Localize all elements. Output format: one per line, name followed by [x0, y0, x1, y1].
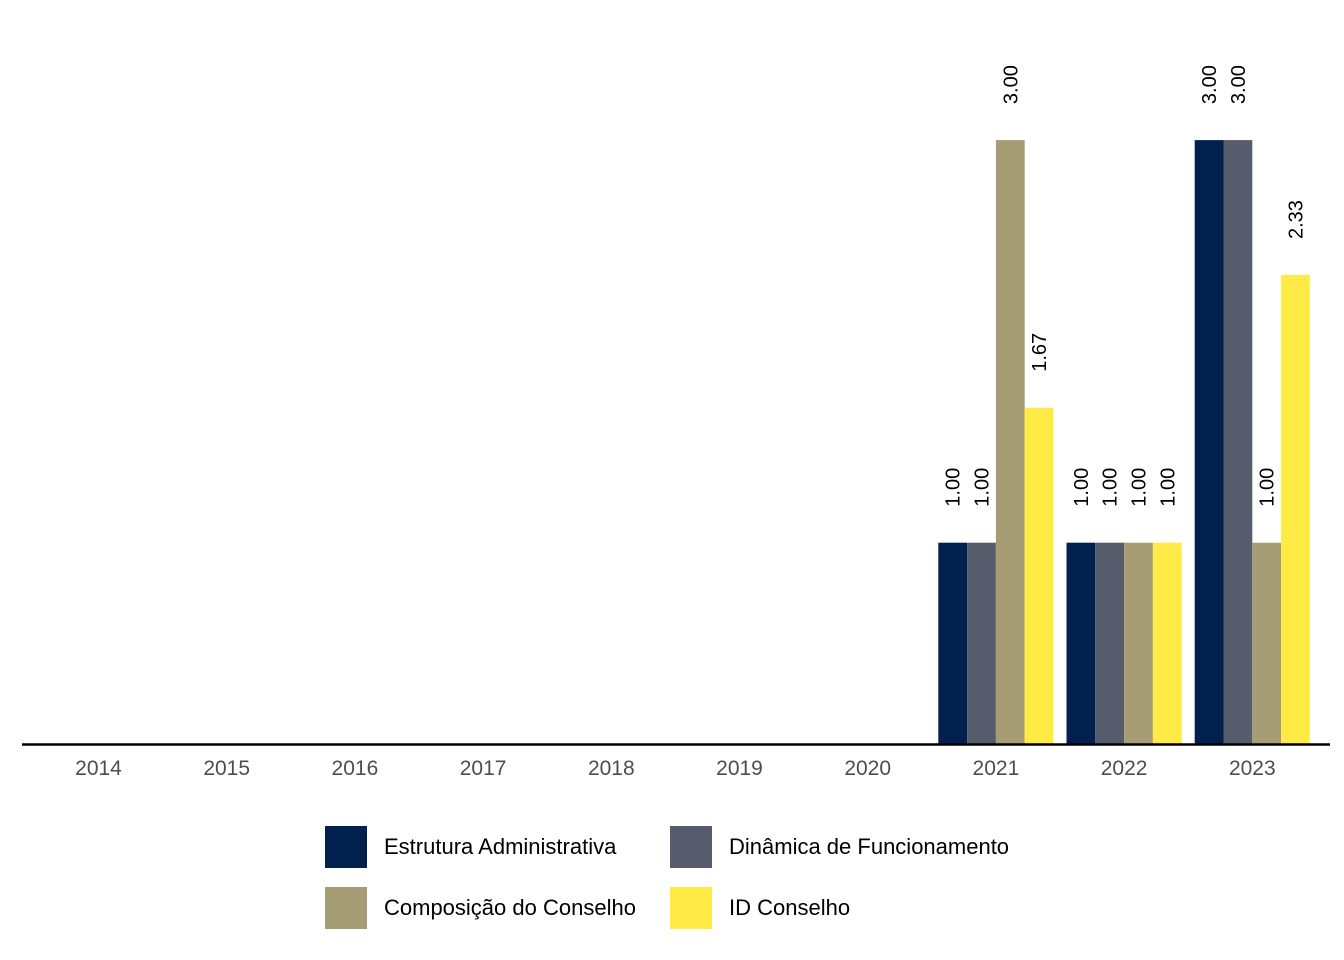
bar-2023-estrutura-administrativa: [1194, 140, 1224, 745]
x-tick-label-2022: 2022: [1101, 757, 1148, 780]
x-tick-labels: 2014 2015 2016 2017 2018 2019 2020 2021 2022 2023: [75, 757, 1276, 780]
legend-swatch-dinamica: [670, 826, 712, 868]
x-tick-label-2021: 2021: [973, 757, 1020, 780]
data-labels-group: 1.00 1.00 3.00 1.67 1.00 1.00 1.00 1.00 3.00 3.00…: [943, 65, 1308, 507]
data-label-2021-composicao-do-conselho: 3.00: [1000, 65, 1022, 104]
legend-swatch-id-conselho: [670, 887, 712, 929]
x-tick-label-2014: 2014: [75, 757, 122, 780]
data-label-2022-composicao-do-conselho: 1.00: [1129, 468, 1151, 507]
legend-label-estrutura: Estrutura Administrativa: [384, 834, 617, 859]
data-label-2023-composicao-do-conselho: 1.00: [1257, 468, 1279, 507]
legend: Estrutura Administrativa Dinâmica de Fun…: [325, 826, 1085, 936]
data-label-2021-dinamica-de-funcionamento: 1.00: [972, 468, 994, 507]
legend-item-estrutura: Estrutura Administrativa: [325, 826, 616, 868]
bar-2022-composicao-do-conselho: [1124, 542, 1153, 744]
bar-2022-estrutura-administrativa: [1066, 542, 1096, 744]
legend-label-composicao: Composição do Conselho: [384, 895, 636, 920]
x-tick-label-2023: 2023: [1229, 757, 1276, 780]
bar-2021-composicao-do-conselho: [995, 140, 1025, 745]
data-label-2023-id-conselho: 2.33: [1286, 200, 1308, 239]
legend-item-id-conselho: ID Conselho: [670, 887, 850, 929]
data-label-2022-id-conselho: 1.00: [1157, 468, 1179, 507]
bar-2021-estrutura-administrativa: [938, 542, 968, 744]
legend-label-dinamica: Dinâmica de Funcionamento: [729, 834, 1010, 859]
x-tick-label-2019: 2019: [716, 757, 763, 780]
bar-2023-dinamica-de-funcionamento: [1223, 140, 1253, 745]
x-tick-label-2015: 2015: [203, 757, 250, 780]
bars-group: [938, 140, 1310, 745]
data-label-2021-id-conselho: 1.67: [1029, 333, 1051, 372]
bar-2023-id-conselho: [1281, 275, 1310, 744]
x-tick-label-2016: 2016: [332, 757, 379, 780]
legend-item-composicao: Composição do Conselho: [325, 887, 636, 929]
x-tick-label-2020: 2020: [844, 757, 891, 780]
data-label-2022-dinamica-de-funcionamento: 1.00: [1100, 468, 1122, 507]
legend-item-dinamica: Dinâmica de Funcionamento: [670, 826, 1009, 868]
legend-label-id-conselho: ID Conselho: [729, 895, 851, 920]
bar-2022-id-conselho: [1152, 542, 1182, 744]
bar-2021-dinamica-de-funcionamento: [967, 542, 996, 744]
data-label-2023-dinamica-de-funcionamento: 3.00: [1228, 65, 1250, 104]
data-label-2022-estrutura-administrativa: 1.00: [1071, 468, 1093, 507]
bar-2022-dinamica-de-funcionamento: [1095, 542, 1125, 744]
x-tick-label-2018: 2018: [588, 757, 635, 780]
data-label-2021-estrutura-administrativa: 1.00: [943, 468, 965, 507]
bar-2021-id-conselho: [1024, 407, 1054, 744]
x-tick-label-2017: 2017: [460, 757, 507, 780]
legend-swatch-composicao: [325, 887, 367, 929]
bar-2023-composicao-do-conselho: [1252, 542, 1282, 744]
legend-swatch-estrutura: [325, 826, 367, 868]
data-label-2023-estrutura-administrativa: 3.00: [1199, 65, 1221, 104]
